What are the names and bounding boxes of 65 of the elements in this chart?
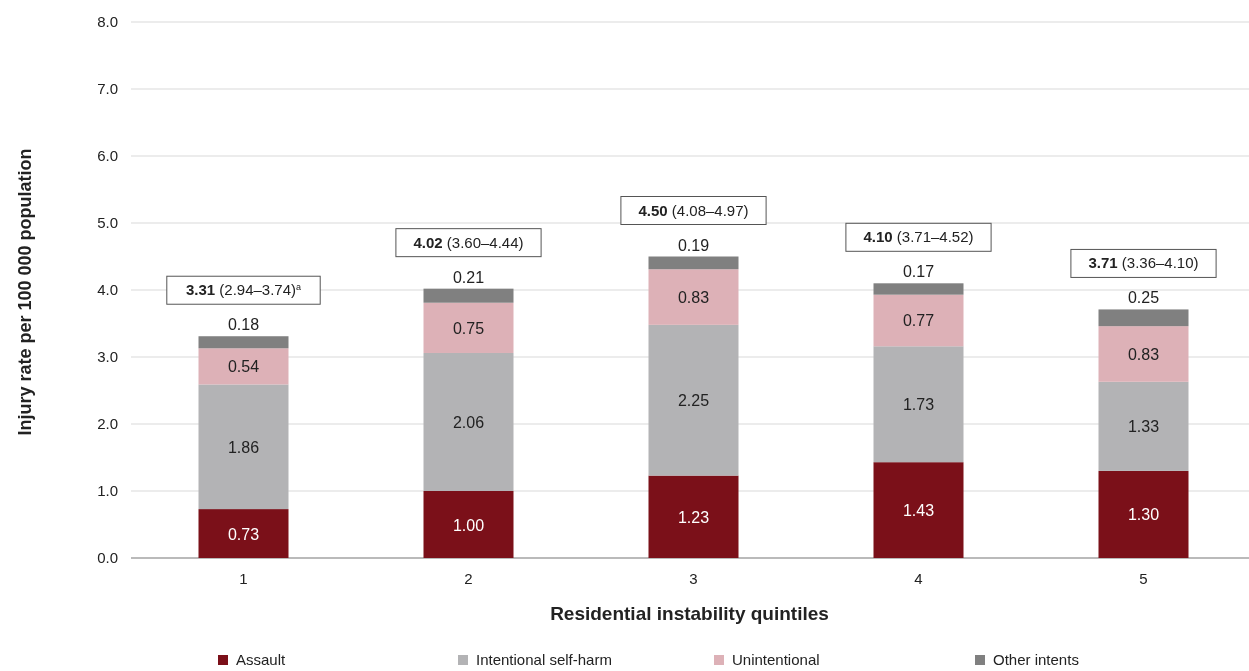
total-label: 3.71 (3.36–4.10) [1088,254,1199,272]
data-label: 0.75 [452,319,485,337]
x-tick-label: 3 [689,570,698,587]
y-tick-label: 1.0 [97,482,118,499]
bar [198,336,289,349]
bar [1098,326,1189,382]
bar [1098,381,1189,471]
data-label: 2.25 [677,392,710,410]
total-label: 4.50 (4.08–4.97) [638,201,749,219]
data-label: 0.73 [227,525,260,543]
x-axis-title: Residential instability quintiles [550,603,829,624]
bar [423,288,514,303]
y-tick-label: 3.0 [97,348,118,365]
bar [648,475,739,558]
x-tick-label: 5 [1139,570,1148,587]
total-label: 4.10 (3.71–4.52) [863,228,974,246]
bar [873,283,964,295]
data-label: 2.06 [452,413,485,431]
bar [198,348,289,385]
data-label: 1.43 [902,502,935,520]
data-label: 1.73 [902,396,935,414]
total-label: 3.31 (2.94–3.74)$^{a}$ [185,281,302,299]
data-label: 0.77 [902,312,935,330]
y-tick-label: 8.0 [97,13,118,30]
y-tick-label: 4.0 [97,281,118,298]
total-label: 4.02 (3.60–4.44) [413,233,524,251]
data-label: 0.25 [1127,289,1160,307]
data-label: 1.00 [452,516,485,534]
data-label: 0.83 [1127,345,1160,363]
y-tick-label: 5.0 [97,214,118,231]
y-tick-label: 0.0 [97,549,118,566]
bar [198,384,289,510]
bar [873,294,964,347]
bar [873,462,964,558]
legend-label: Intentional self-harm [476,651,612,668]
bar [423,352,514,491]
data-label: 0.19 [677,236,710,254]
x-tick-label: 4 [914,570,923,587]
y-tick-label: 6.0 [97,147,118,164]
bar [423,491,514,558]
bar [648,269,739,325]
y-axis-title: Injury rate per 100 000 population [15,148,35,436]
legend-label: Assault [236,651,287,668]
data-label: 1.86 [227,438,260,456]
bar [1098,470,1189,558]
legend-label: Other intents [993,651,1079,668]
legend-label: Unintentional [732,651,820,668]
y-tick-label: 2.0 [97,415,118,432]
data-label: 0.17 [902,263,935,281]
data-label: 1.23 [677,508,710,526]
x-tick-label: 1 [239,570,248,587]
bar [648,324,739,476]
data-label: 0.83 [677,289,710,307]
data-label: 0.54 [227,358,260,376]
data-label: 0.18 [227,316,260,334]
bar [198,509,289,558]
data-label: 0.21 [452,268,485,286]
bar [1098,309,1189,327]
data-label: 1.30 [1127,506,1160,524]
bar [423,302,514,353]
y-tick-label: 7.0 [97,80,118,97]
bar [873,346,964,463]
bar [648,256,739,270]
x-tick-label: 2 [464,570,473,587]
data-label: 1.33 [1127,418,1160,436]
